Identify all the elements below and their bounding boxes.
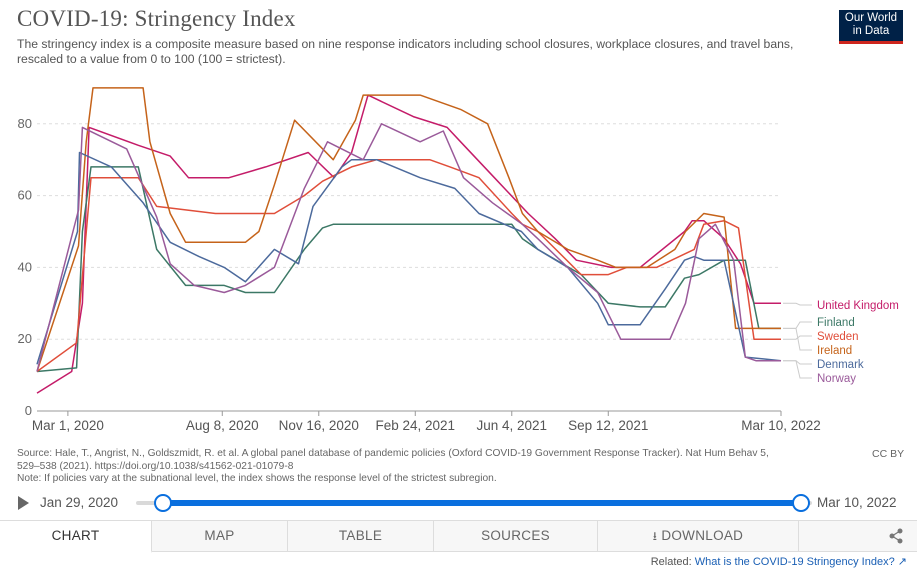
- share-button[interactable]: [876, 521, 916, 551]
- y-tick-label: 40: [18, 259, 32, 274]
- gridlines: [37, 123, 781, 340]
- series-line-sweden: [36, 158, 781, 373]
- timeline-end-label: Mar 10, 2022: [817, 495, 897, 510]
- tab-sources[interactable]: SOURCES: [434, 521, 598, 551]
- legend-label-finland: Finland: [817, 317, 855, 329]
- external-link-icon[interactable]: ↗: [897, 556, 907, 568]
- logo-line-1: Our World: [844, 12, 898, 24]
- x-tick-label: Aug 8, 2020: [186, 418, 259, 433]
- download-icon: ⭳: [652, 529, 658, 543]
- x-tick-label: Nov 16, 2020: [279, 418, 359, 433]
- x-tick-label: Sep 12, 2021: [568, 418, 648, 433]
- logo-accent-bar: [839, 41, 903, 44]
- y-tick-label: 0: [25, 403, 32, 418]
- tab-map[interactable]: MAP: [152, 521, 288, 551]
- series-line-denmark: [36, 151, 782, 365]
- timeline-range-fill: [162, 500, 800, 506]
- share-icon: [889, 528, 903, 544]
- legend-connector: [783, 321, 812, 329]
- play-icon[interactable]: [18, 496, 29, 510]
- legend-label-ireland: Ireland: [817, 345, 852, 357]
- legend-label-norway: Norway: [817, 373, 856, 385]
- tab-chart[interactable]: CHART: [0, 521, 152, 553]
- series-line-ireland: [36, 87, 781, 372]
- y-tick-label: 60: [18, 188, 32, 203]
- x-tick-label: Feb 24, 2021: [375, 418, 455, 433]
- x-axis: Mar 1, 2020 Aug 8, 2020 Nov 16, 2020 Feb 24…: [32, 410, 821, 433]
- series-line-norway: [36, 123, 781, 372]
- source-note: Source: Hale, T., Angrist, N., Goldszmid…: [17, 448, 817, 486]
- logo-line-2: in Data: [852, 25, 890, 37]
- y-tick-label: 80: [18, 116, 32, 131]
- y-axis: 0 20 40 60 80: [18, 116, 32, 418]
- timeline-end-handle[interactable]: [792, 494, 810, 512]
- source-line-3: Note: If policies vary at the subnationa…: [17, 473, 497, 484]
- series-line-united-kingdom: [36, 94, 781, 394]
- legend: United Kingdom Finland Sweden Ireland Denmar…: [783, 300, 899, 385]
- timeline: Jan 29, 2020 Mar 10, 2022: [0, 490, 917, 516]
- x-tick-label: Mar 1, 2020: [32, 418, 104, 433]
- legend-label-denmark: Denmark: [817, 359, 864, 371]
- source-line-2[interactable]: 529–538 (2021). https://doi.org/10.1038/…: [17, 460, 294, 472]
- legend-connector: [783, 327, 812, 351]
- x-tick-label: Mar 10, 2022: [741, 418, 821, 433]
- related-link: Related: What is the COVID-19 Stringency…: [651, 555, 907, 568]
- legend-label-united-kingdom: United Kingdom: [817, 300, 899, 312]
- legend-connector: [783, 302, 812, 306]
- legend-connector: [783, 360, 812, 379]
- tab-table[interactable]: TABLE: [288, 521, 434, 551]
- series-lines: [36, 87, 782, 394]
- license-label[interactable]: CC BY: [872, 448, 905, 460]
- timeline-start-label: Jan 29, 2020: [40, 495, 119, 510]
- chart-title: COVID-19: Stringency Index: [17, 6, 296, 31]
- tab-bar: CHART MAP TABLE SOURCES ⭳ DOWNLOAD: [0, 520, 917, 553]
- line-chart: 0 20 40 60 80 Mar 1, 2020 Aug 8, 2020 Nov 16, …: [18, 87, 899, 433]
- chart-subtitle: The stringency index is a composite meas…: [17, 37, 794, 66]
- related-prefix: Related:: [650, 556, 692, 568]
- related-article-link[interactable]: What is the COVID-19 Stringency Index?: [694, 556, 895, 568]
- timeline-start-handle[interactable]: [154, 494, 172, 512]
- tab-download[interactable]: ⭳ DOWNLOAD: [598, 521, 799, 551]
- legend-label-sweden: Sweden: [817, 331, 859, 343]
- tab-download-label: DOWNLOAD: [661, 528, 744, 543]
- source-line-1: Source: Hale, T., Angrist, N., Goldszmid…: [17, 448, 769, 459]
- y-tick-label: 20: [18, 331, 32, 346]
- owid-logo[interactable]: Our World in Data: [839, 10, 903, 44]
- x-tick-label: Jun 4, 2021: [476, 418, 547, 433]
